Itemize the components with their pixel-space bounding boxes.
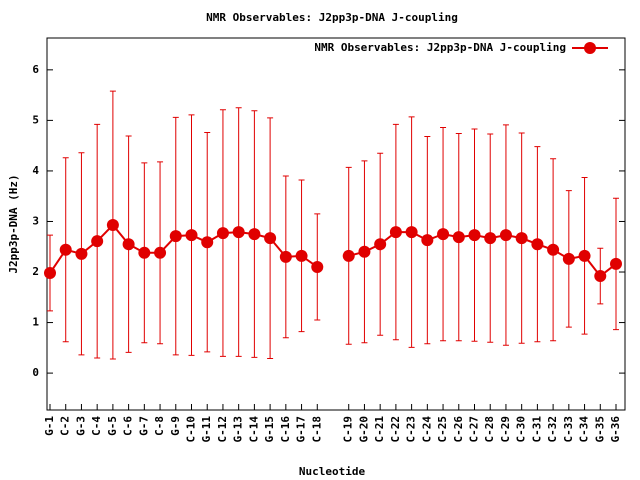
x-tick-label: G-7 [137,416,150,436]
y-tick-label: 4 [32,164,39,177]
point [342,249,355,262]
y-tick-label: 2 [32,265,39,278]
point [201,236,214,249]
point [562,252,575,265]
x-tick-label: C-30 [515,416,528,443]
point [264,232,277,245]
point [468,229,481,242]
x-tick-label: C-26 [452,416,465,443]
x-tick-label: C-34 [578,416,591,443]
x-tick-label: G-3 [74,416,87,436]
x-tick-label: C-12 [216,416,229,443]
point [374,238,387,251]
point [122,238,135,251]
point [499,229,512,242]
point [138,246,151,259]
point [185,229,198,242]
x-tick-label: C-10 [185,416,198,443]
x-tick-label: C-21 [373,416,386,443]
x-tick-label: C-18 [310,416,323,443]
x-tick-label: C-29 [499,416,512,443]
point [610,257,622,270]
point [91,235,104,248]
point [295,249,308,262]
y-tick-label: 3 [32,214,39,227]
legend-label: NMR Observables: J2pp3p-DNA J-coupling [314,41,566,54]
x-axis-label: Nucleotide [299,465,366,478]
legend-marker [584,42,596,54]
plot-frame [46,37,626,411]
point [59,243,72,256]
y-tick-label: 1 [32,316,39,329]
x-tick-label: C-14 [247,416,260,443]
point [311,260,324,273]
point [279,250,292,263]
x-tick-label: G-35 [593,416,606,443]
point [154,246,167,259]
x-tick-label: G-9 [169,416,182,436]
x-tick-label: C-33 [562,416,575,443]
x-tick-label: G-13 [232,416,245,443]
point [75,247,88,260]
point [437,228,450,241]
x-tick-label: C-4 [90,416,103,436]
x-tick-label: C-31 [530,416,543,443]
point [547,243,560,256]
x-tick-label: C-23 [405,416,418,443]
y-tick-label: 0 [32,366,39,379]
x-tick-label: G-36 [609,416,622,443]
x-tick-label: G-20 [357,416,370,443]
point [515,232,528,245]
x-tick-label: C-19 [342,416,355,443]
y-tick-label: 6 [32,63,39,76]
chart-title: NMR Observables: J2pp3p-DNA J-coupling [206,11,458,24]
point [578,249,591,262]
x-tick-label: C-16 [279,416,292,443]
point [421,234,434,247]
x-tick-label: C-28 [483,416,496,443]
y-axis-label: J2pp3p-DNA (Hz) [7,174,20,273]
point [44,267,56,280]
point [389,226,402,239]
series-line [49,223,617,278]
point [452,231,465,244]
x-tick-label: C-24 [420,416,433,443]
point [169,230,182,243]
point [106,219,119,232]
x-tick-label: C-2 [59,416,72,436]
x-tick-label: G-11 [200,416,213,443]
point [531,238,544,251]
x-tick-label: C-27 [468,416,481,443]
point [594,270,607,283]
x-tick-label: G-17 [295,416,308,443]
point [358,245,371,258]
point [405,226,418,239]
x-tick-label: C-22 [389,416,402,443]
point [484,232,497,245]
x-tick-label: G-15 [263,416,276,443]
point [248,228,261,241]
x-tick-label: G-1 [43,416,56,436]
x-tick-label: G-5 [106,416,119,436]
x-tick-label: C-32 [546,416,559,443]
x-tick-label: C-6 [122,416,135,436]
point [232,226,245,239]
x-tick-label: C-25 [436,416,449,443]
y-tick-label: 5 [32,113,39,126]
point [216,227,229,240]
x-tick-label: C-8 [153,416,166,436]
